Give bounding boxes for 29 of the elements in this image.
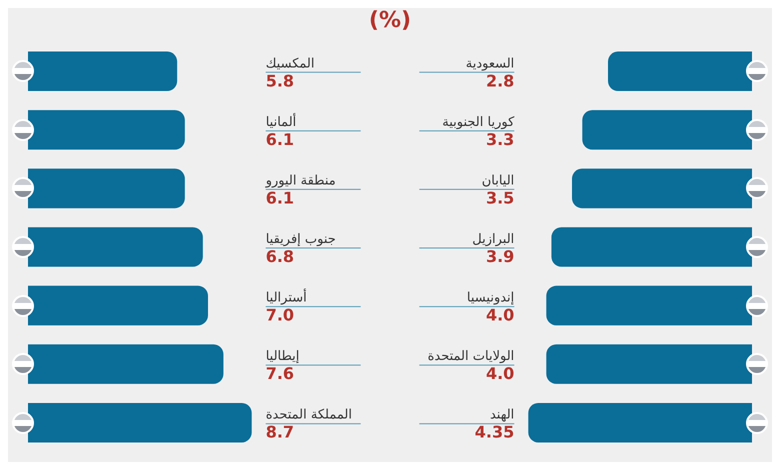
data-label: 6.1 <box>266 188 294 208</box>
data-label: 8.7 <box>266 422 294 442</box>
chart-title: (%) <box>368 8 412 33</box>
data-label: 4.0 <box>486 306 514 325</box>
data-label: 2.8 <box>486 71 514 90</box>
data-label: 3.9 <box>486 247 514 266</box>
y-tick-label: أستراليا <box>266 288 307 306</box>
y-tick-label: اليابان <box>482 173 514 188</box>
y-tick-label: إيطاليا <box>266 349 300 364</box>
y-tick-label: البرازيل <box>472 232 514 247</box>
y-tick-label: كوريا الجنوبية <box>442 114 516 130</box>
y-tick-label: جنوب إفريقيا <box>266 232 336 247</box>
data-label: 6.1 <box>266 130 294 149</box>
y-tick-label: منطقة اليورو <box>264 173 336 188</box>
data-label: 7.6 <box>266 364 294 384</box>
y-tick-label: السعودية <box>466 56 514 72</box>
data-label: 3.3 <box>486 130 514 149</box>
data-label: 5.8 <box>266 71 294 90</box>
y-tick-label: المكسيك <box>266 56 314 72</box>
y-tick-label: الولايات المتحدة <box>428 349 514 364</box>
data-label: 3.5 <box>486 188 514 208</box>
data-label: 4.0 <box>486 364 514 384</box>
data-label: 7.0 <box>266 306 294 325</box>
y-tick-label: ألمانيا <box>266 112 296 130</box>
y-tick-label: المملكة المتحدة <box>266 408 352 423</box>
data-label: 4.35 <box>474 422 514 442</box>
y-tick-label: إندونيسيا <box>466 290 514 306</box>
data-label: 6.8 <box>266 247 294 266</box>
y-tick-label: الهند <box>490 408 514 423</box>
